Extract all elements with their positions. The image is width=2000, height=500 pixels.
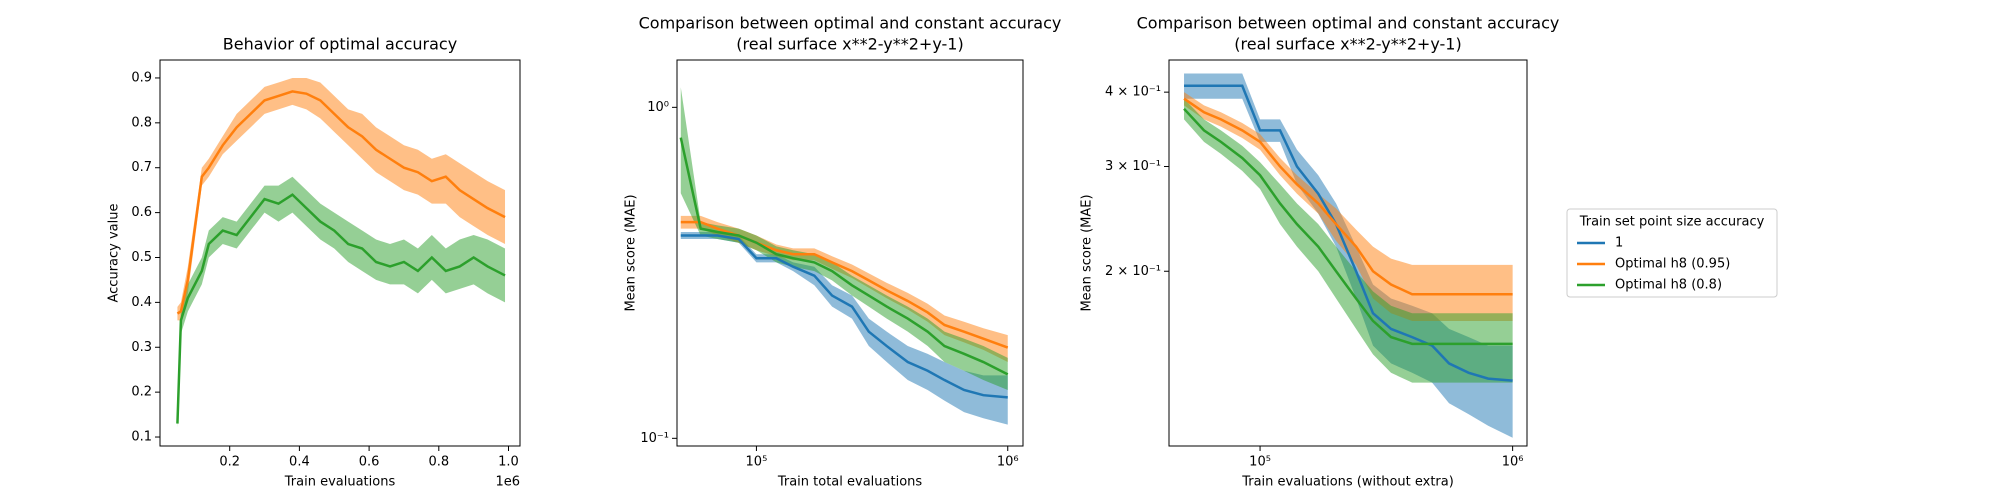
x-tick-label: 0.8 <box>428 455 449 470</box>
band <box>680 232 1008 425</box>
band <box>177 176 506 429</box>
line <box>1183 97 1513 296</box>
y-tick-label: 2 × 10⁻¹ <box>1105 264 1161 279</box>
x-tick-label: 1.0 <box>498 455 519 470</box>
legend-box <box>1566 208 1778 298</box>
line <box>1184 84 1513 382</box>
legend-label: Optimal h8 (0.8) <box>1615 278 1722 293</box>
chart-subtitle: (real surface x**2-y**2+y-1) <box>736 35 963 54</box>
legend-title: Train set point size accuracy <box>1579 215 1765 230</box>
axes-frame <box>676 59 1024 447</box>
legend-label: Optimal h8 (0.95) <box>1615 257 1730 272</box>
x-tick-label: 0.4 <box>289 455 310 470</box>
y-tick-label: 10⁻¹ <box>640 431 669 446</box>
chart-subtitle: (real surface x**2-y**2+y-1) <box>1234 35 1461 54</box>
x-tick-label: 10⁵ <box>1249 455 1271 470</box>
y-tick-label: 0.6 <box>131 205 152 220</box>
y-axis-label: Accuracy value <box>107 204 122 303</box>
y-tick-label: 3 × 10⁻¹ <box>1105 159 1161 174</box>
legend-label: 1 <box>1615 236 1623 251</box>
y-tick-label: 0.7 <box>131 160 152 175</box>
line <box>1183 107 1513 346</box>
band <box>1184 98 1513 383</box>
line <box>176 90 506 315</box>
chart-title: Behavior of optimal accuracy <box>223 35 457 54</box>
line <box>680 234 1008 399</box>
chart-title: Comparison between optimal and constant … <box>1137 14 1560 33</box>
y-tick-label: 0.5 <box>131 250 152 265</box>
y-tick-label: 0.9 <box>131 70 152 85</box>
plot-area <box>176 77 506 429</box>
x-tick-label: 0.6 <box>359 455 380 470</box>
axes-frame <box>159 59 521 447</box>
plot-area <box>679 87 1009 425</box>
y-tick-label: 0.4 <box>131 295 152 310</box>
y-tick-label: 0.1 <box>131 430 152 445</box>
axes-frame <box>1168 59 1528 447</box>
plot-area <box>1183 73 1513 438</box>
x-axis-label: Train total evaluations <box>777 475 923 490</box>
y-tick-label: 10⁰ <box>647 100 669 115</box>
x-tick-label: 10⁶ <box>1502 455 1524 470</box>
x-axis-label: Train evaluations (without extra) <box>1241 475 1454 490</box>
x-tick-label: 10⁶ <box>997 455 1019 470</box>
x-tick-label: 0.2 <box>219 455 240 470</box>
line <box>176 193 506 424</box>
y-tick-label: 0.3 <box>131 340 152 355</box>
y-axis-label: Mean score (MAE) <box>1080 194 1095 311</box>
y-tick-label: 0.2 <box>131 385 152 400</box>
y-tick-label: 0.8 <box>131 115 152 130</box>
x-tick-label: 10⁵ <box>746 455 768 470</box>
x-offset-label: 1e6 <box>495 475 520 490</box>
band <box>177 77 506 321</box>
chart-title: Comparison between optimal and constant … <box>639 14 1062 33</box>
y-tick-label: 4 × 10⁻¹ <box>1105 85 1161 100</box>
line <box>679 137 1009 376</box>
y-axis-label: Mean score (MAE) <box>624 194 639 311</box>
x-axis-label: Train evaluations <box>284 475 396 490</box>
